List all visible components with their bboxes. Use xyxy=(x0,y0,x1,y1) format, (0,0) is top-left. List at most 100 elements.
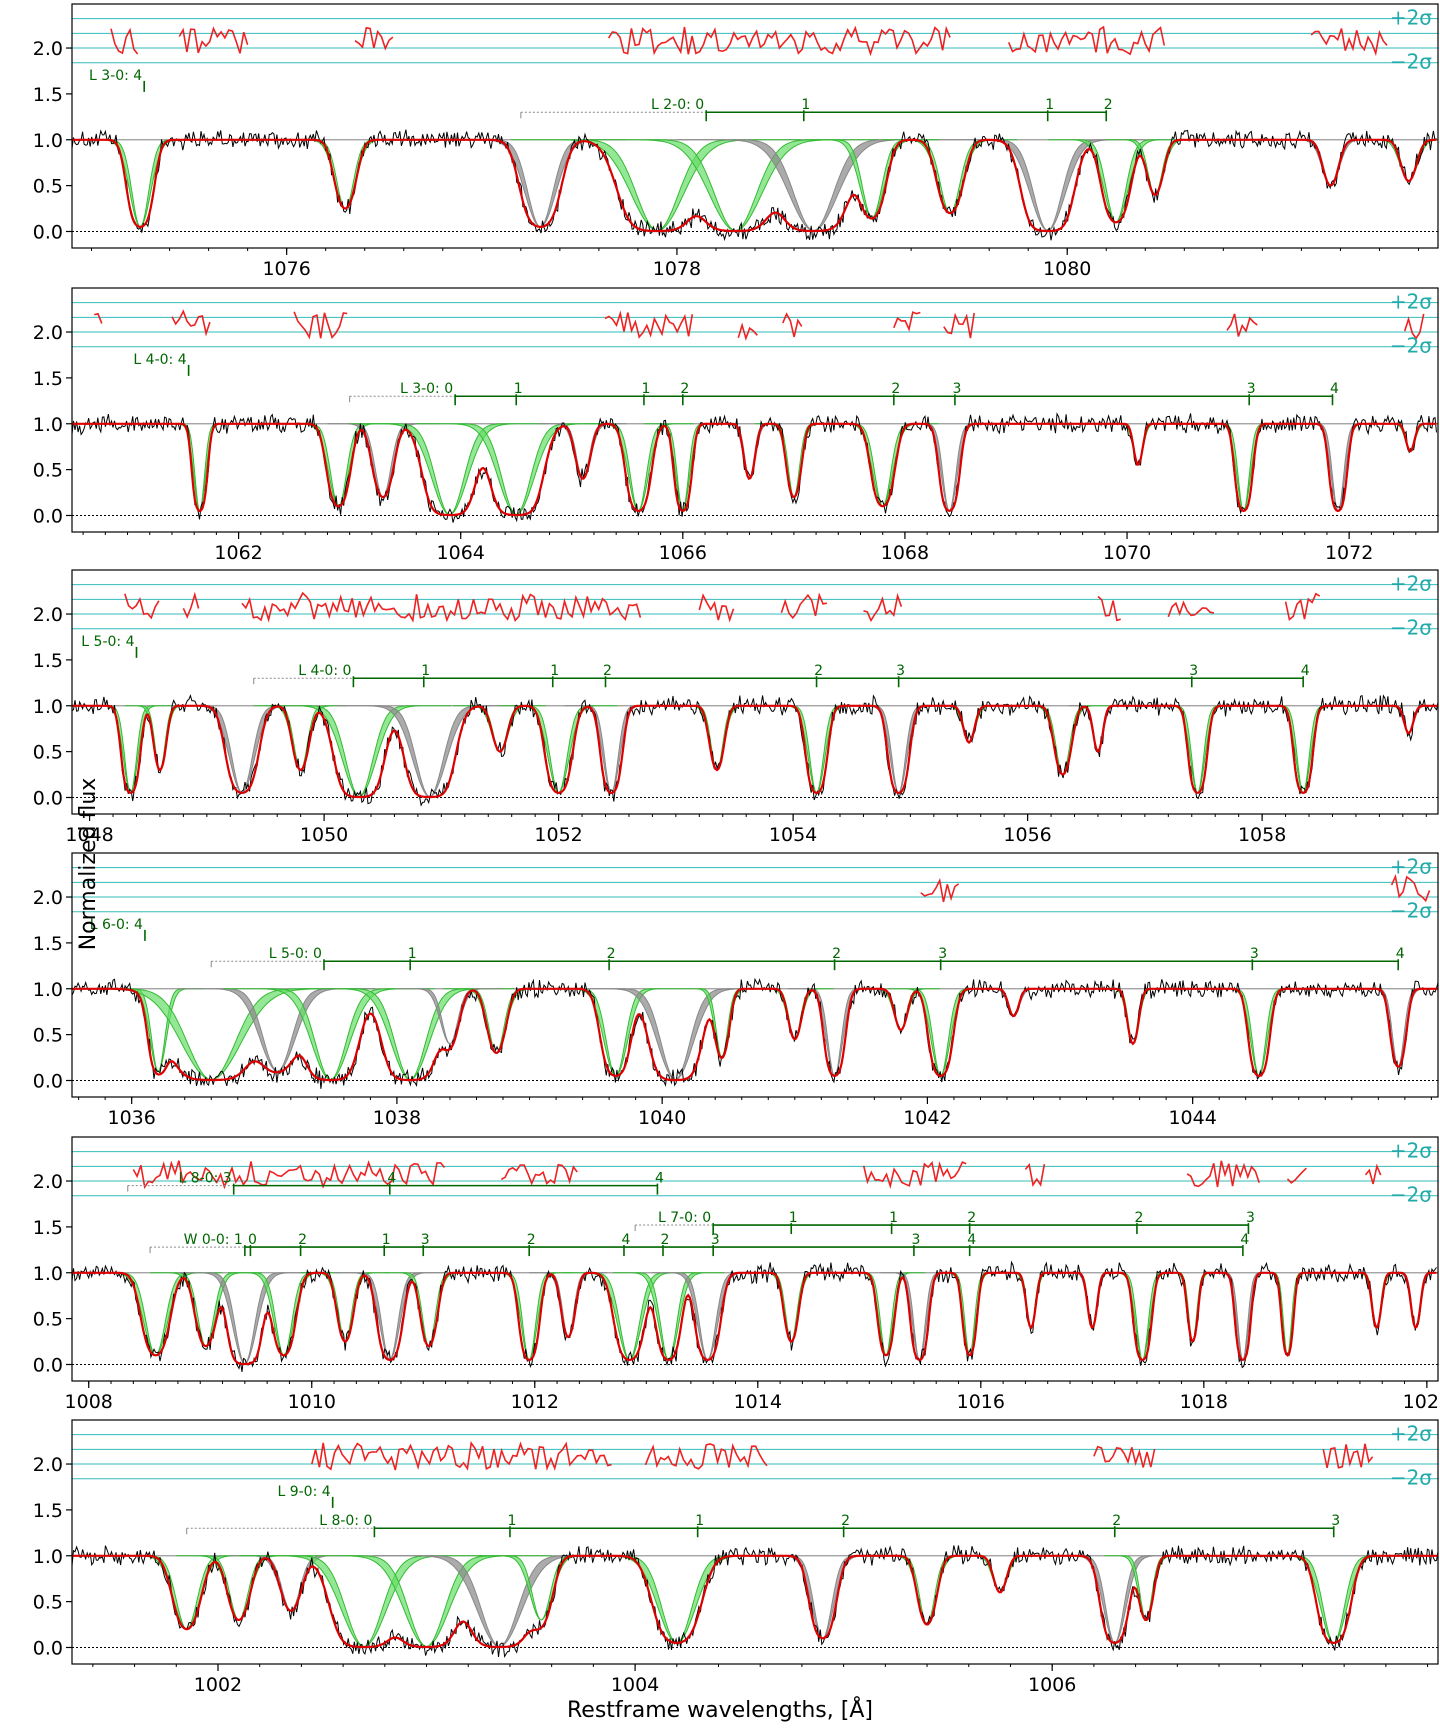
x-tick-label: 1048 xyxy=(65,824,113,846)
other-species-profile xyxy=(1299,423,1377,512)
other-species-profile xyxy=(651,1272,764,1361)
other-species-profile xyxy=(396,988,502,1045)
x-tick-label: 1078 xyxy=(653,258,701,280)
y-tick-label: 0.0 xyxy=(33,1637,63,1659)
y-tick-label: 1.0 xyxy=(33,130,63,152)
component-profile xyxy=(349,423,548,516)
other-species-profile xyxy=(538,423,627,480)
marker-group-label: L 8-0: 3 xyxy=(178,1171,231,1187)
component-profile xyxy=(803,139,939,219)
minus-2-sigma-label: −2σ xyxy=(1390,1183,1432,1207)
marker-group-label: L 6-0: 4 xyxy=(90,917,143,933)
marker-group-label: L 7-0: 0 xyxy=(658,1210,711,1226)
residual-segment xyxy=(782,312,803,338)
y-tick-label: 2.0 xyxy=(33,1171,63,1193)
y-tick-label: 0.5 xyxy=(33,1309,63,1331)
component-profile xyxy=(124,705,195,771)
component-profile xyxy=(511,139,801,232)
plus-2-sigma-label: +2σ xyxy=(1390,6,1432,30)
residual-segment xyxy=(1226,313,1258,337)
x-tick-label: 1058 xyxy=(1238,824,1286,846)
residual-segment xyxy=(862,1160,967,1190)
y-tick-label: 1.5 xyxy=(33,650,63,672)
minus-2-sigma-label: −2σ xyxy=(1390,899,1432,923)
marker-tick-label: 2 xyxy=(603,663,612,679)
component-profile xyxy=(682,988,761,1059)
marker-tick-label: 3 xyxy=(421,1232,430,1248)
total-model xyxy=(72,138,1437,233)
component-profile xyxy=(589,139,879,232)
component-profile xyxy=(1260,1555,1407,1644)
component-profile xyxy=(752,1272,831,1343)
observed-spectrum xyxy=(72,977,1438,1089)
component-profile xyxy=(549,988,683,1077)
x-tick-label: 1042 xyxy=(903,1107,951,1129)
spectrum-panel-6: L 9-0: 4 1 1 2 2 3 L 8-0: 0 +2σ −2σ 0.0 0.5 1.0 1.5 2… xyxy=(33,1419,1439,1696)
x-tick-label: 1014 xyxy=(734,1391,782,1413)
residual-segment xyxy=(1007,25,1166,56)
residual-segment xyxy=(178,26,249,54)
x-tick-label: 1070 xyxy=(1103,542,1151,564)
y-tick-label: 0.5 xyxy=(33,1592,63,1614)
marker-tick-label: 3 xyxy=(711,1232,720,1248)
marker-tick-label: 3 xyxy=(896,663,905,679)
y-tick-label: 2.0 xyxy=(33,604,63,626)
component-profile xyxy=(1262,705,1344,794)
y-tick-label: 0.0 xyxy=(33,787,63,809)
marker-group-label: L 9-0: 4 xyxy=(277,1484,330,1500)
component-profile xyxy=(224,988,435,1081)
other-species-profile xyxy=(178,988,375,1072)
marker-tick-label: 2 xyxy=(680,381,689,397)
marker-tick-label: 1 xyxy=(408,946,417,962)
other-species-profile xyxy=(1358,988,1438,1068)
marker-tick-label: 2 xyxy=(1104,97,1113,113)
component-profile xyxy=(484,1272,573,1361)
residual-segment xyxy=(182,591,200,619)
y-tick-label: 0.0 xyxy=(33,505,63,527)
y-tick-label: 2.0 xyxy=(33,322,63,344)
plus-2-sigma-label: +2σ xyxy=(1390,290,1432,314)
marker-tick-label: 1 xyxy=(641,381,650,397)
component-profile xyxy=(304,988,515,1081)
y-tick-label: 0.5 xyxy=(33,1025,63,1047)
component-profile xyxy=(113,1555,260,1630)
residual-segment xyxy=(1310,28,1388,57)
component-profile xyxy=(1003,1272,1059,1329)
y-tick-label: 0.5 xyxy=(33,742,63,764)
component-profile xyxy=(827,423,939,507)
x-tick-label: 1064 xyxy=(437,542,485,564)
marker-tick-label: 2 xyxy=(841,1513,850,1529)
component-profile xyxy=(1015,705,1109,776)
component-profile xyxy=(89,705,171,794)
residual-segment xyxy=(607,25,951,57)
x-tick-label: 1036 xyxy=(107,1107,155,1129)
marker-tick-label: 1 xyxy=(789,1210,798,1226)
component-profile xyxy=(1099,988,1166,1045)
y-tick-label: 0.0 xyxy=(33,1354,63,1376)
marker-group-label: L 2-0: 0 xyxy=(651,97,704,113)
component-profile xyxy=(755,423,832,498)
component-profile xyxy=(1348,1272,1405,1329)
total-model xyxy=(72,704,1438,799)
x-tick-label: 1050 xyxy=(300,824,348,846)
marker-tick-label: 3 xyxy=(952,381,961,397)
component-profile xyxy=(1259,1272,1316,1357)
other-species-profile xyxy=(1281,139,1379,187)
residual-segment xyxy=(698,593,735,623)
x-tick-label: 1012 xyxy=(511,1391,559,1413)
residual-segment xyxy=(1097,595,1121,622)
x-tick-label: 1068 xyxy=(881,542,929,564)
total-model xyxy=(72,987,1438,1082)
residual-segment xyxy=(604,310,694,339)
residual-segment xyxy=(1403,313,1425,340)
component-profile xyxy=(874,1555,980,1626)
spectrum-panel-3: L 5-0: 4 1 1 2 2 3 3 4 L 4-0: 0 +2σ −2σ 0.0 0.5 1.0 1.… xyxy=(33,569,1439,846)
observed-spectrum xyxy=(72,694,1438,807)
residual-segment xyxy=(171,309,211,337)
marker-group-label: L 4-0: 0 xyxy=(298,663,351,679)
residual-segment xyxy=(110,27,139,55)
residual-segment xyxy=(863,592,903,623)
marker-tick-label: 4 xyxy=(1301,663,1310,679)
other-species-profile xyxy=(788,988,881,1077)
